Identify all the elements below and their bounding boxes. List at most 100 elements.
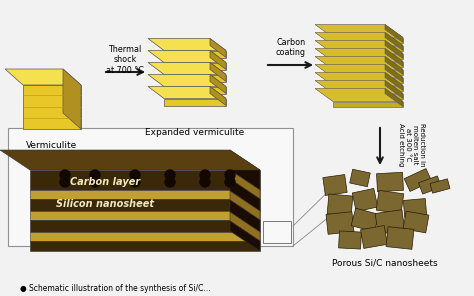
Polygon shape — [361, 226, 387, 248]
Polygon shape — [230, 150, 260, 190]
Polygon shape — [333, 78, 403, 83]
Polygon shape — [352, 189, 378, 212]
Polygon shape — [385, 65, 403, 83]
Polygon shape — [164, 62, 226, 70]
Polygon shape — [403, 199, 427, 218]
Polygon shape — [333, 54, 403, 59]
Polygon shape — [315, 25, 403, 38]
Polygon shape — [333, 70, 403, 75]
Polygon shape — [315, 57, 403, 70]
Text: Expanded vermiculite: Expanded vermiculite — [146, 128, 245, 137]
Polygon shape — [333, 86, 403, 91]
Circle shape — [165, 177, 175, 187]
Polygon shape — [164, 99, 226, 105]
Polygon shape — [404, 169, 432, 192]
Polygon shape — [230, 170, 260, 199]
Circle shape — [225, 170, 235, 180]
Polygon shape — [210, 62, 226, 81]
Polygon shape — [376, 190, 404, 214]
Polygon shape — [148, 51, 226, 62]
Bar — [8, 128, 293, 246]
Polygon shape — [333, 38, 403, 43]
Polygon shape — [323, 175, 347, 195]
Polygon shape — [315, 41, 403, 54]
Polygon shape — [210, 86, 226, 105]
Text: Carbon layer: Carbon layer — [70, 177, 140, 187]
Text: Thermal
shock
at 700 °C: Thermal shock at 700 °C — [106, 45, 144, 75]
Polygon shape — [385, 89, 403, 107]
Circle shape — [165, 170, 175, 180]
Polygon shape — [230, 212, 260, 241]
Polygon shape — [148, 75, 226, 86]
Polygon shape — [430, 179, 450, 193]
Polygon shape — [315, 81, 403, 94]
Polygon shape — [148, 62, 226, 75]
Polygon shape — [148, 86, 226, 99]
Polygon shape — [230, 221, 260, 251]
Polygon shape — [350, 169, 370, 187]
Polygon shape — [148, 38, 226, 51]
Polygon shape — [315, 89, 403, 102]
Polygon shape — [419, 176, 441, 194]
Polygon shape — [333, 94, 403, 99]
Polygon shape — [210, 51, 226, 70]
Polygon shape — [30, 220, 260, 232]
Text: ● Schematic illustration of the synthesis of Si/C...: ● Schematic illustration of the synthesi… — [20, 284, 210, 293]
Polygon shape — [385, 33, 403, 51]
Polygon shape — [30, 170, 260, 190]
Polygon shape — [351, 208, 379, 232]
Polygon shape — [63, 69, 81, 129]
Polygon shape — [30, 199, 260, 211]
Circle shape — [90, 170, 100, 180]
Polygon shape — [230, 191, 260, 220]
Polygon shape — [315, 73, 403, 86]
Polygon shape — [164, 75, 226, 81]
Polygon shape — [30, 232, 260, 241]
Polygon shape — [315, 33, 403, 46]
Polygon shape — [210, 38, 226, 57]
Polygon shape — [385, 41, 403, 59]
Circle shape — [60, 177, 70, 187]
Text: Carbon
coating: Carbon coating — [276, 38, 306, 57]
Circle shape — [200, 177, 210, 187]
Polygon shape — [315, 65, 403, 78]
Polygon shape — [386, 227, 414, 249]
Polygon shape — [30, 211, 260, 220]
Polygon shape — [315, 49, 403, 62]
Bar — [263, 221, 291, 243]
Polygon shape — [230, 200, 260, 232]
Circle shape — [225, 177, 235, 187]
Circle shape — [200, 170, 210, 180]
Polygon shape — [385, 57, 403, 75]
Polygon shape — [385, 73, 403, 91]
Text: Reduction in
molten salt
at 300 °C
Acid etching: Reduction in molten salt at 300 °C Acid … — [398, 123, 425, 167]
Polygon shape — [385, 81, 403, 99]
Polygon shape — [0, 150, 260, 170]
Text: Porous Si/C nanosheets: Porous Si/C nanosheets — [332, 258, 438, 267]
Polygon shape — [5, 69, 81, 85]
Polygon shape — [30, 241, 260, 251]
Polygon shape — [403, 211, 429, 233]
Polygon shape — [333, 46, 403, 51]
Text: Silicon nanosheet: Silicon nanosheet — [56, 199, 154, 209]
Polygon shape — [327, 194, 353, 216]
Polygon shape — [23, 85, 81, 129]
Text: Vermiculite: Vermiculite — [27, 141, 78, 150]
Circle shape — [90, 177, 100, 187]
Polygon shape — [164, 51, 226, 57]
Polygon shape — [30, 190, 260, 199]
Polygon shape — [338, 231, 362, 249]
Polygon shape — [333, 62, 403, 67]
Polygon shape — [333, 102, 403, 107]
Polygon shape — [385, 25, 403, 43]
Polygon shape — [376, 172, 403, 192]
Polygon shape — [230, 179, 260, 211]
Circle shape — [130, 177, 140, 187]
Circle shape — [130, 170, 140, 180]
Polygon shape — [326, 212, 354, 234]
Polygon shape — [385, 49, 403, 67]
Polygon shape — [210, 75, 226, 94]
Polygon shape — [375, 210, 405, 234]
Circle shape — [60, 170, 70, 180]
Polygon shape — [164, 86, 226, 94]
